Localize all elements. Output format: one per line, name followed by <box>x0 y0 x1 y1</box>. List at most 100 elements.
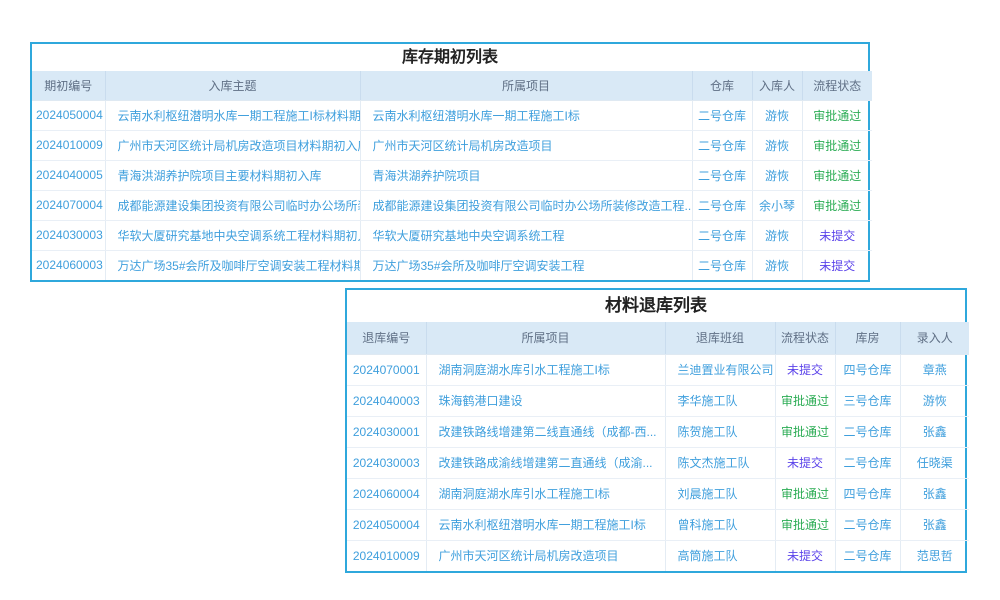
cell: 二号仓库 <box>692 190 753 221</box>
cell: 云南水利枢纽潜明水库一期工程施工I标 <box>360 100 693 131</box>
cell: 青海洪湖养护院项目 <box>360 160 693 191</box>
column-header: 入库主题 <box>105 71 361 101</box>
cell: 湖南洞庭湖水库引水工程施工I标 <box>426 354 666 386</box>
cell: 任晓渠 <box>900 447 969 479</box>
table-row[interactable]: 2024030003 华软大厦研究基地中央空调系统工程材料期初入库 华软大厦研究基地… <box>32 220 872 251</box>
table-row[interactable]: 2024040005 青海洪湖养护院项目主要材料期初入库 青海洪湖养护院项目 二号仓库… <box>32 160 872 191</box>
status-cell: 未提交 <box>775 447 836 479</box>
cell: 华软大厦研究基地中央空调系统工程材料期初入库 <box>105 220 361 251</box>
status-cell: 审批通过 <box>802 190 872 221</box>
cell: 张鑫 <box>900 416 969 448</box>
column-header: 所属项目 <box>426 322 666 355</box>
cell: 成都能源建设集团投资有限公司临时办公场所装修改造工程... <box>360 190 693 221</box>
table-row[interactable]: 2024060004 湖南洞庭湖水库引水工程施工I标 刘晨施工队 审批通过 四号仓库 张鑫 <box>347 478 969 510</box>
cell: 章燕 <box>900 354 969 386</box>
cell: 曾科施工队 <box>665 509 776 541</box>
status-cell: 未提交 <box>775 540 836 571</box>
inventory-opening-table: 期初编号 入库主题 所属项目 仓库 入库人 流程状态 2024050004 云南水利枢纽潜明水… <box>32 71 872 280</box>
column-header: 流程状态 <box>802 71 872 101</box>
table-row[interactable]: 2024070001 湖南洞庭湖水库引水工程施工I标 兰迪置业有限公司 未提交 四号仓库… <box>347 354 969 386</box>
cell: 万达广场35#会所及咖啡厅空调安装工程 <box>360 250 693 280</box>
cell: 游恢 <box>752 220 803 251</box>
cell: 高筒施工队 <box>665 540 776 571</box>
cell: 余小琴 <box>752 190 803 221</box>
cell: 陈贺施工队 <box>665 416 776 448</box>
cell: 四号仓库 <box>835 478 901 510</box>
cell: 游恢 <box>752 130 803 161</box>
cell: 二号仓库 <box>692 160 753 191</box>
cell: 2024060004 <box>347 478 427 510</box>
status-cell: 审批通过 <box>802 160 872 191</box>
cell: 广州市天河区统计局机房改造项目 <box>426 540 666 571</box>
cell: 2024010009 <box>32 130 106 161</box>
table-row[interactable]: 2024060003万达广场35#会所及咖啡厅空调安装工程材料期初入库万达广场3… <box>32 250 872 280</box>
column-header: 录入人 <box>900 322 969 355</box>
cell: 二号仓库 <box>692 100 753 131</box>
cell: 游恢 <box>752 100 803 131</box>
cell: 2024040005 <box>32 160 106 191</box>
status-cell: 未提交 <box>775 354 836 386</box>
cell: 三号仓库 <box>835 385 901 417</box>
cell: 2024010009 <box>347 540 427 571</box>
cell: 2024070004 <box>32 190 106 221</box>
cell: 二号仓库 <box>692 220 753 251</box>
cell: 改建铁路成渝线增建第二直通线（成渝... <box>426 447 666 479</box>
table-row[interactable]: 2024010009 广州市天河区统计局机房改造项目 高筒施工队 未提交 二号仓库 范思哲 <box>347 540 969 571</box>
cell: 张鑫 <box>900 509 969 541</box>
column-header: 入库人 <box>752 71 803 101</box>
table-row[interactable]: 2024070004成都能源建设集团投资有限公司临时办公场所装修改造工程EPC.… <box>32 190 872 221</box>
material-return-table: 退库编号 所属项目 退库班组 流程状态 库房 录入人 2024070001 湖南洞庭湖水库引水… <box>347 322 969 571</box>
column-header: 退库编号 <box>347 322 427 355</box>
inventory-opening-list-panel: 库存期初列表 期初编号 入库主题 所属项目 仓库 入库人 流程状态 2024050004 云南… <box>30 42 872 282</box>
status-cell: 未提交 <box>802 220 872 251</box>
cell: 广州市天河区统计局机房改造项目材料期初入库 <box>105 130 361 161</box>
cell: 珠海鹤港口建设 <box>426 385 666 417</box>
cell: 二号仓库 <box>835 416 901 448</box>
status-cell: 审批通过 <box>775 509 836 541</box>
column-header: 库房 <box>835 322 901 355</box>
cell: 四号仓库 <box>835 354 901 386</box>
cell: 二号仓库 <box>692 130 753 161</box>
cell: 范思哲 <box>916 549 953 564</box>
cell: 李华施工队 <box>665 385 776 417</box>
cell: 游恢 <box>900 385 969 417</box>
cell: 万达广场35#会所及咖啡厅空调安装工程材料期初入库 <box>105 250 361 280</box>
cell: 改建铁路线增建第二线直通线（成都-西... <box>426 416 666 448</box>
table-row[interactable]: 2024050004云南水利枢纽潜明水库一期工程施工I标材料期初入库云南水利枢纽… <box>32 100 872 131</box>
cell: 二号仓库 <box>692 250 753 280</box>
cell: 张鑫 <box>900 478 969 510</box>
cell: 陈文杰施工队 <box>665 447 776 479</box>
table-row[interactable]: 2024050004 云南水利枢纽潜明水库一期工程施工I标 曾科施工队 审批通过 二号仓… <box>347 509 969 541</box>
cell: 游恢 <box>752 160 803 191</box>
cell: 青海洪湖养护院项目主要材料期初入库 <box>105 160 361 191</box>
cell: 兰迪置业有限公司 <box>665 354 776 386</box>
table-row[interactable]: 2024010009 广州市天河区统计局机房改造项目材料期初入库 广州市天河区统计局… <box>32 130 872 161</box>
inventory-opening-list-title: 库存期初列表 <box>401 49 498 66</box>
status-cell: 审批通过 <box>802 130 872 161</box>
cell: 湖南洞庭湖水库引水工程施工I标 <box>426 478 666 510</box>
cell: 二号仓库 <box>835 540 901 571</box>
column-header: 所属项目 <box>360 71 693 101</box>
cell: 2024050004 <box>32 100 106 131</box>
cell: 华软大厦研究基地中央空调系统工程 <box>360 220 693 251</box>
cell: 刘晨施工队 <box>665 478 776 510</box>
cell: 云南水利枢纽潜明水库一期工程施工I标材料期初入库 <box>105 100 361 131</box>
cell: 2024070001 <box>347 354 427 386</box>
status-cell: 审批通过 <box>775 478 836 510</box>
table-row[interactable]: 2024030001 改建铁路线增建第二线直通线（成都-西... 陈贺施工队 审批通过… <box>347 416 969 448</box>
header-row: 期初编号 入库主题 所属项目 仓库 入库人 流程状态 <box>32 71 872 101</box>
status-cell: 未提交 <box>819 258 856 273</box>
status-cell: 审批通过 <box>775 385 836 417</box>
cell: 2024030003 <box>347 447 427 479</box>
column-header: 期初编号 <box>32 71 106 101</box>
cell: 二号仓库 <box>835 447 901 479</box>
cell: 成都能源建设集团投资有限公司临时办公场所装修改造工程EPC... <box>105 190 361 221</box>
cell: 2024030003 <box>32 220 106 251</box>
status-cell: 审批通过 <box>775 416 836 448</box>
column-header: 退库班组 <box>665 322 776 355</box>
table-row[interactable]: 2024030003 改建铁路成渝线增建第二直通线（成渝... 陈文杰施工队 未提交二… <box>347 447 969 479</box>
cell: 2024030001 <box>347 416 427 448</box>
table-row[interactable]: 2024040003 珠海鹤港口建设 李华施工队 审批通过 三号仓库 游恢 <box>347 385 969 417</box>
column-header: 仓库 <box>692 71 753 101</box>
